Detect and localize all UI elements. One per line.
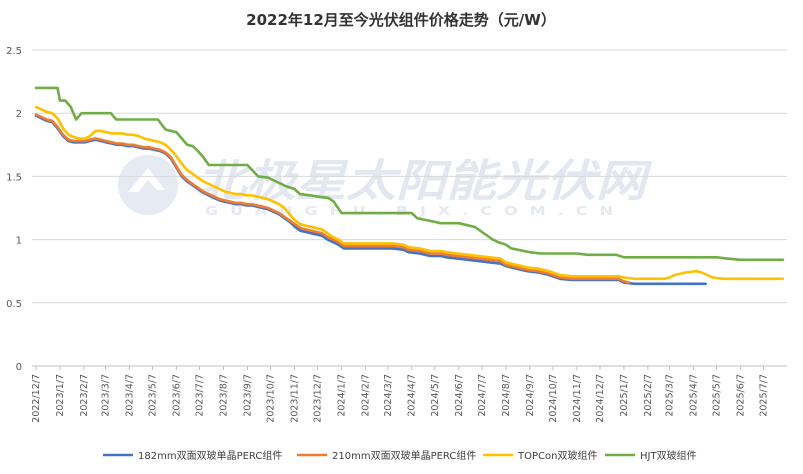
watermark-subtext: GUANGFU.BJX.COM.CN [205,204,625,218]
y-tick-label: 0.5 [6,299,22,310]
watermark-logo-icon [118,155,178,215]
x-tick-label: 2025/7/7 [759,374,770,417]
x-tick-label: 2025/5/7 [712,374,723,417]
x-tick-label: 2024/7/7 [477,374,488,417]
x-tick-label: 2023/2/7 [79,374,90,417]
legend-label: 182mm双面双玻单晶PERC组件 [138,449,282,462]
x-tick-label: 2024/12/7 [595,374,606,423]
x-tick-label: 2024/8/7 [501,374,512,417]
x-tick-label: 2023/3/7 [100,374,111,417]
x-tick-label: 2025/3/7 [664,374,675,417]
x-tick-label: 2024/3/7 [383,374,394,417]
chart-title: 2022年12月至今光伏组件价格走势（元/W） [246,11,556,29]
legend: 182mm双面双玻单晶PERC组件 210mm双面双玻单晶PERC组件 TOPCon… [103,449,697,462]
x-tick-label: 2025/1/7 [619,374,630,417]
legend-label: 210mm双面双玻单晶PERC组件 [332,449,476,462]
x-tick-label: 2023/1/7 [55,374,66,417]
gridlines [32,49,787,367]
x-tick-label: 2024/6/7 [454,374,465,417]
series-line-3 [34,105,785,281]
x-tick-label: 2024/2/7 [360,374,371,417]
watermark-text: 北极星太阳能光伏网 [196,156,653,207]
y-tick-label: 1 [16,236,22,247]
x-tick-label: 2024/10/7 [548,374,559,423]
y-tick-label: 0 [16,362,22,373]
legend-label: HJT双玻组件 [640,449,697,462]
x-tick-label: 2023/5/7 [148,374,159,417]
x-tick-label: 2024/1/7 [337,374,348,417]
x-tick-label: 2025/6/7 [735,374,746,417]
x-tick-label: 2023/7/7 [195,374,206,417]
x-tick-label: 2023/9/7 [242,374,253,417]
x-tick-label: 2025/4/7 [688,374,699,417]
y-tick-label: 2.5 [6,46,22,57]
x-tick-label: 2023/10/7 [266,374,277,423]
x-tick-label: 2023/11/7 [289,374,300,423]
x-tick-label: 2023/6/7 [171,374,182,417]
x-tick-label: 2024/4/7 [407,374,418,417]
series-lines [34,86,785,286]
x-tick-label: 2023/4/7 [124,374,135,417]
series-line-2 [34,113,631,284]
x-axis: 2022/12/7 2023/1/7 2023/2/7 2023/3/7 2023/4/… [31,365,787,423]
x-tick-label: 2024/9/7 [525,374,536,417]
y-tick-label: 1.5 [6,172,22,183]
watermark: 北极星太阳能光伏网 GUANGFU.BJX.COM.CN [118,155,653,218]
x-tick-label: 2023/8/7 [218,374,229,417]
x-tick-label: 2022/12/7 [31,374,42,423]
x-tick-label: 2023/12/7 [313,374,324,423]
series-line-4 [34,86,785,262]
x-tick-label: 2025/2/7 [643,374,654,417]
legend-label: TOPCon双玻组件 [517,449,597,462]
x-tick-label: 2024/5/7 [430,374,441,417]
y-tick-label: 2 [16,109,22,120]
x-tick-label: 2024/11/7 [572,374,583,423]
y-axis: 0 0.5 1 1.5 2 2.5 [6,46,22,373]
